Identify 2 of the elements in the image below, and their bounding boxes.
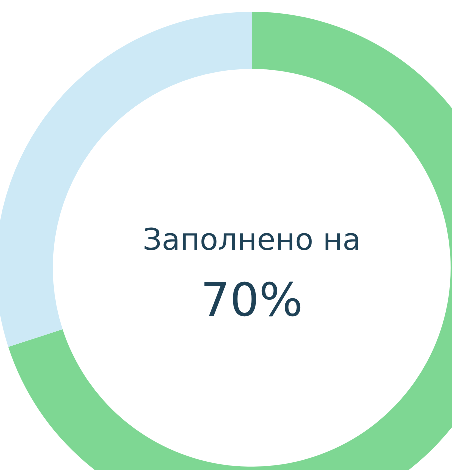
text: 70% <box>200 272 304 327</box>
text: Заполнено на <box>142 222 362 258</box>
